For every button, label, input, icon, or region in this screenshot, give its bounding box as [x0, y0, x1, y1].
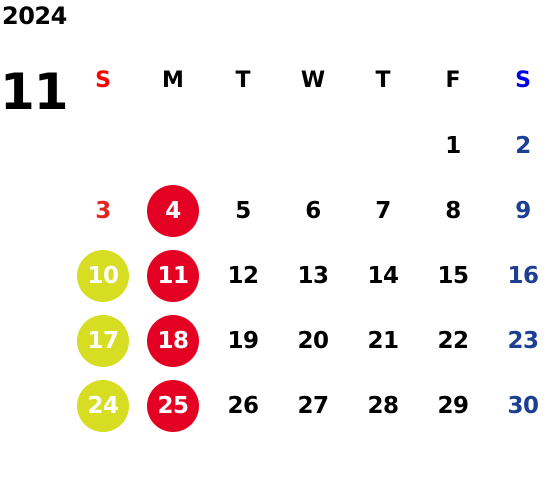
- day-cell-highlighted-yellow: 10: [68, 243, 138, 308]
- day-cell: 20: [297, 327, 329, 354]
- day-cell: 21: [367, 327, 399, 354]
- day-cell: 29: [437, 392, 469, 419]
- day-cell-highlighted-yellow: 24: [68, 373, 138, 438]
- day-cell: 2: [515, 132, 531, 159]
- day-cell: 12: [227, 262, 259, 289]
- day-cell: 27: [297, 392, 329, 419]
- day-cell: 23: [507, 327, 539, 354]
- day-cell-empty: [138, 113, 208, 178]
- day-cell-highlighted-red: 11: [138, 243, 208, 308]
- day-cell-highlighted-yellow: 17: [68, 308, 138, 373]
- day-cell: 19: [227, 327, 259, 354]
- weekday-friday: F: [445, 67, 461, 93]
- day-cell: 3: [95, 197, 111, 224]
- day-cell: 1: [445, 132, 461, 159]
- day-cell: 22: [437, 327, 469, 354]
- year-label: 2024: [2, 2, 67, 30]
- day-cell: 30: [507, 392, 539, 419]
- day-cell: 16: [507, 262, 539, 289]
- calendar-grid: S M T W T F S 1 2 3 4 5 6 7 8 9 10 11 12…: [68, 47, 548, 438]
- weekday-tuesday: T: [235, 67, 251, 93]
- weekday-sunday: S: [95, 67, 111, 93]
- day-cell: 5: [235, 197, 251, 224]
- day-cell-highlighted-red: 25: [138, 373, 208, 438]
- day-cell-empty: [208, 113, 278, 178]
- day-cell: 15: [437, 262, 469, 289]
- day-cell: 7: [375, 197, 391, 224]
- day-cell-highlighted-red: 18: [138, 308, 208, 373]
- day-cell: 8: [445, 197, 461, 224]
- day-cell-empty: [348, 113, 418, 178]
- month-number: 11: [0, 63, 69, 121]
- weekday-monday: M: [162, 67, 184, 93]
- day-cell: 9: [515, 197, 531, 224]
- day-cell-highlighted-red: 4: [138, 178, 208, 243]
- day-cell: 14: [367, 262, 399, 289]
- day-cell: 13: [297, 262, 329, 289]
- weekday-saturday: S: [515, 67, 531, 93]
- day-cell-empty: [68, 113, 138, 178]
- day-cell: 6: [305, 197, 321, 224]
- day-cell: 28: [367, 392, 399, 419]
- weekday-wednesday: W: [300, 67, 326, 93]
- day-cell: 26: [227, 392, 259, 419]
- day-cell-empty: [278, 113, 348, 178]
- weekday-thursday: T: [375, 67, 391, 93]
